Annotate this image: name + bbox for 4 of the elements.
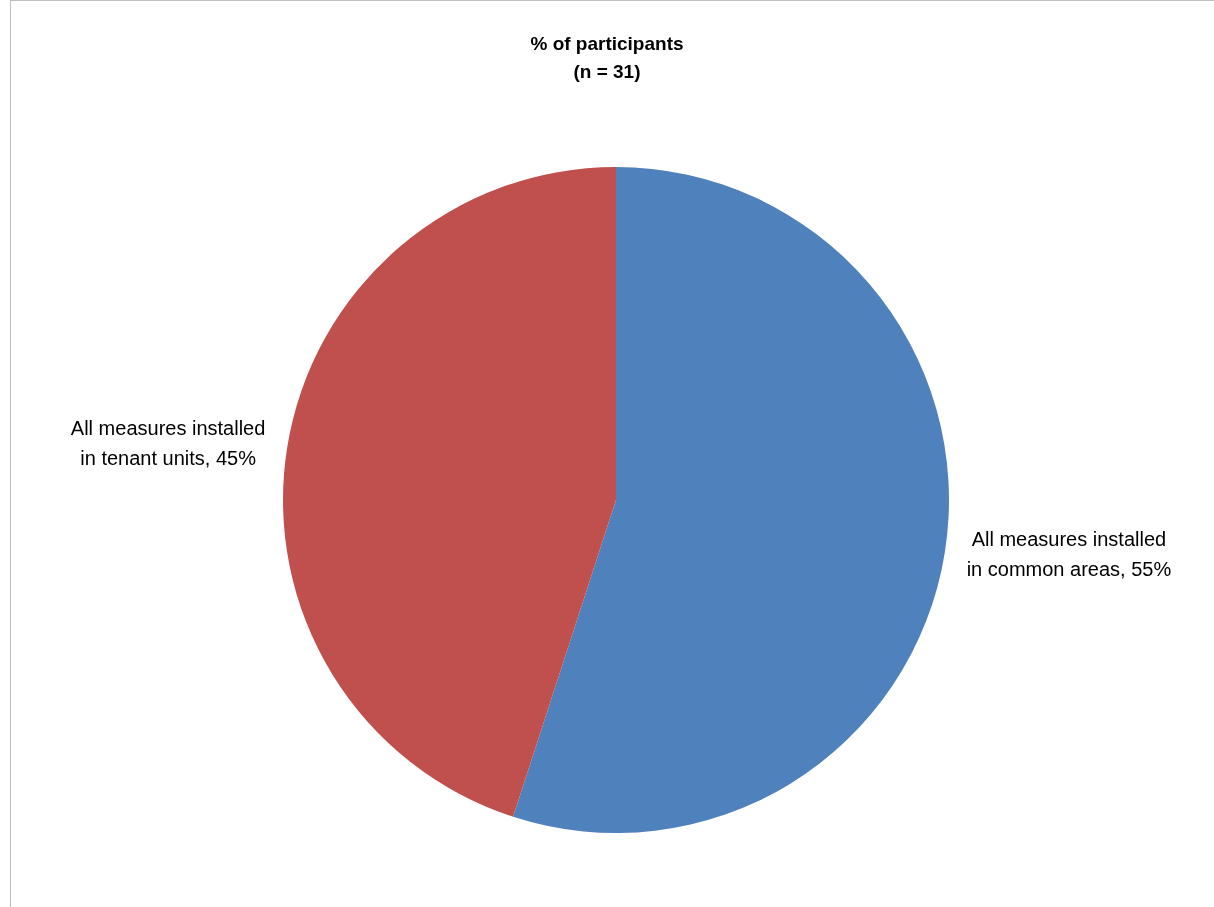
slice-label: All measures installed in tenant units, 45% — [70, 416, 266, 469]
chart-subtitle: (n = 31) — [572, 60, 642, 84]
slice-label: All measures installed in common areas, 55% — [966, 528, 1172, 581]
chart-title: % of participants — [529, 32, 685, 56]
